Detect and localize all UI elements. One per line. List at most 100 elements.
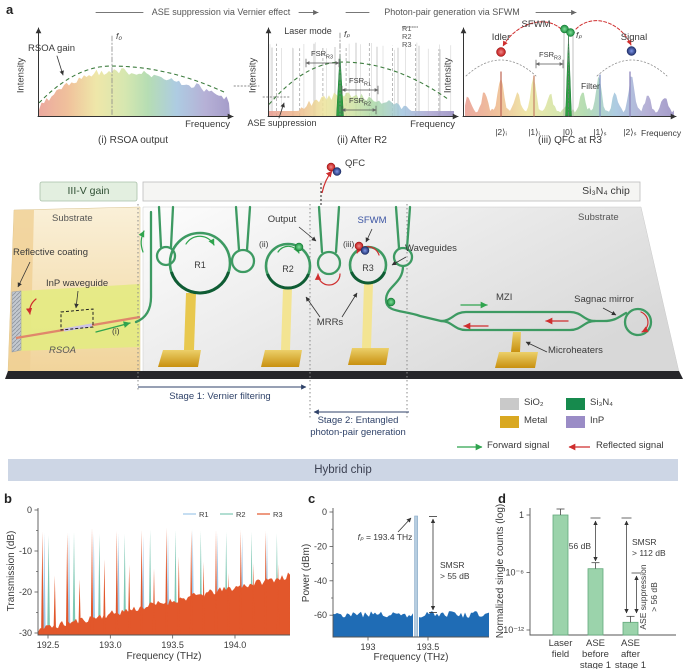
d-category: ASE bbox=[586, 638, 605, 649]
inset-ii-spectrum bbox=[268, 42, 454, 117]
d-ytick: 10⁻⁶ bbox=[506, 568, 525, 578]
mrrs-label: MRRs bbox=[316, 317, 344, 328]
inset-iii-fsr-r3: FSRR3 bbox=[539, 50, 561, 62]
panel-letter-b: b bbox=[4, 491, 12, 506]
mzi-bottom-arm bbox=[439, 319, 597, 332]
c-ytick: -60 bbox=[314, 610, 327, 620]
c-fp-annotation: fₚ = 193.4 THz bbox=[358, 532, 413, 542]
si3n4-swatch bbox=[566, 398, 585, 410]
inset-ii-laser-mode: Laser mode bbox=[284, 26, 332, 36]
legend-r3: R3 bbox=[402, 39, 412, 49]
state-1i: |1⟩ᵢ bbox=[528, 127, 540, 137]
b-ytick: -30 bbox=[19, 628, 32, 638]
d-bar bbox=[622, 621, 639, 636]
d-ytick: 1 bbox=[519, 510, 524, 520]
d-category: stage 1 bbox=[615, 660, 646, 669]
inset-iii-idler: Idler bbox=[491, 32, 511, 43]
sagnac-loop bbox=[623, 307, 653, 337]
reflective-coating-strip bbox=[11, 290, 22, 353]
b-ytick: -20 bbox=[19, 587, 32, 597]
inset-overlays bbox=[35, 9, 677, 120]
b-xtick: 194.0 bbox=[224, 640, 247, 650]
state-1s: |1⟩ₛ bbox=[593, 127, 607, 137]
c-ylabel: Power (dBm) bbox=[301, 544, 312, 602]
d-category: after bbox=[621, 649, 640, 660]
sfwm-photon-icon bbox=[566, 28, 575, 37]
photon-dot-icon bbox=[294, 242, 304, 252]
d-56db-label: 56 dB bbox=[569, 541, 592, 551]
iiiv-gain-label: III-V gain bbox=[67, 185, 110, 197]
d-category: stage 1 bbox=[580, 660, 611, 669]
d-category: before bbox=[582, 649, 609, 660]
d-bar bbox=[552, 514, 569, 636]
panel-d-bars: 1 10⁻⁶ 10⁻¹² 56 dB SMSR> 112 dB ASE suppressi… bbox=[495, 504, 676, 669]
inp-waveguide-dashed-box bbox=[60, 308, 94, 331]
tag-iii-label: (iii) bbox=[343, 239, 355, 249]
tag-ii-label: (ii) bbox=[259, 239, 269, 249]
c-ytick: -40 bbox=[314, 576, 327, 586]
inset-i-f0-label: f₀ bbox=[116, 31, 122, 41]
legend-inp-label: InP bbox=[590, 415, 605, 426]
c-xtick: 193 bbox=[360, 642, 375, 652]
mzi-top-arm bbox=[439, 310, 597, 323]
inset-ii-fsr-r1: FSRR1 bbox=[349, 76, 371, 88]
flow-label-vernier: ASE suppression via Vernier effect bbox=[151, 7, 291, 17]
b-xlabel: Frequency (THz) bbox=[126, 651, 201, 662]
signal-arrows bbox=[25, 230, 649, 333]
inset-iii-xlabel: Frequency bbox=[641, 128, 682, 138]
sio2-swatch bbox=[500, 398, 519, 410]
inset-i-xlabel: Frequency bbox=[185, 119, 230, 130]
idler-photon-icon bbox=[496, 47, 506, 57]
inset-ii-fsr-r3: FSRR3 bbox=[311, 49, 333, 61]
c-ytick: 0 bbox=[322, 507, 327, 517]
c-smsr-line2: > 55 dB bbox=[440, 571, 470, 581]
ring-r1-label: R1 bbox=[194, 260, 206, 270]
qfc-idler-photon-icon bbox=[326, 162, 336, 172]
inset-i-spectrum bbox=[38, 65, 230, 116]
output-label: Output bbox=[267, 214, 297, 225]
stage-boundary-lines bbox=[137, 204, 408, 418]
inset-iii-filter: Filter bbox=[581, 81, 600, 91]
metal-swatch bbox=[500, 416, 519, 428]
materials-legend bbox=[457, 398, 590, 451]
inset-iii-ylabel: Intensity bbox=[442, 57, 454, 94]
waveguides-label: Waveguides bbox=[405, 243, 457, 254]
ring-r3-label: R3 bbox=[362, 263, 374, 273]
inset-iii-caption: (iii) QFC at R3 bbox=[538, 135, 602, 146]
ring-r2-label: R2 bbox=[282, 264, 294, 274]
panel-b-spectrum bbox=[38, 527, 290, 635]
b-ytick: 0 bbox=[27, 505, 32, 515]
hybrid-chip-banner: Hybrid chip bbox=[8, 459, 678, 481]
b-legend-R1: R1 bbox=[199, 510, 209, 519]
legend-reflected-label: Reflected signal bbox=[596, 440, 664, 451]
sagnac-label: Sagnac mirror bbox=[574, 294, 634, 305]
reflective-coating-label: Reflective coating bbox=[13, 247, 88, 258]
d-ylabel: Normalized single counts (log) bbox=[495, 504, 506, 639]
flow-label-sfwm: Photon-pair generation via SFWM bbox=[384, 7, 520, 17]
b-legend-R3: R3 bbox=[273, 510, 283, 519]
inset-ii-ylabel: Intensity bbox=[247, 57, 259, 94]
legend-r2: R2 bbox=[402, 31, 412, 41]
iiiv-gain-box bbox=[39, 181, 138, 202]
inset-i-gain-label: RSOA gain bbox=[28, 43, 75, 54]
tag-i-label: (i) bbox=[112, 326, 120, 336]
state-2s: |2⟩ₛ bbox=[623, 127, 637, 137]
panel-letter-a: a bbox=[6, 2, 14, 17]
inset-ii-caption: (ii) After R2 bbox=[336, 135, 387, 146]
rsoa-region bbox=[16, 284, 140, 351]
state-2i: |2⟩ᵢ bbox=[495, 127, 507, 137]
c-xtick: 193.5 bbox=[417, 642, 440, 652]
qfc-signal-photon-icon bbox=[332, 167, 342, 176]
c-smsr-line1: SMSR bbox=[440, 560, 465, 570]
sfwm-label: SFWM bbox=[357, 215, 387, 226]
d-ase-line2: > 56 dB bbox=[649, 582, 659, 612]
microheaters-group bbox=[158, 283, 538, 368]
b-ytick: -10 bbox=[19, 546, 32, 556]
legend-r1: R1 bbox=[402, 23, 412, 33]
inset-i-caption: (i) RSOA output bbox=[97, 135, 169, 146]
inset-ii-legend: R1 R2 R3 bbox=[402, 23, 418, 49]
legend-sio2-label: SiO₂ bbox=[524, 397, 544, 408]
qfc-label: QFC bbox=[345, 158, 366, 169]
